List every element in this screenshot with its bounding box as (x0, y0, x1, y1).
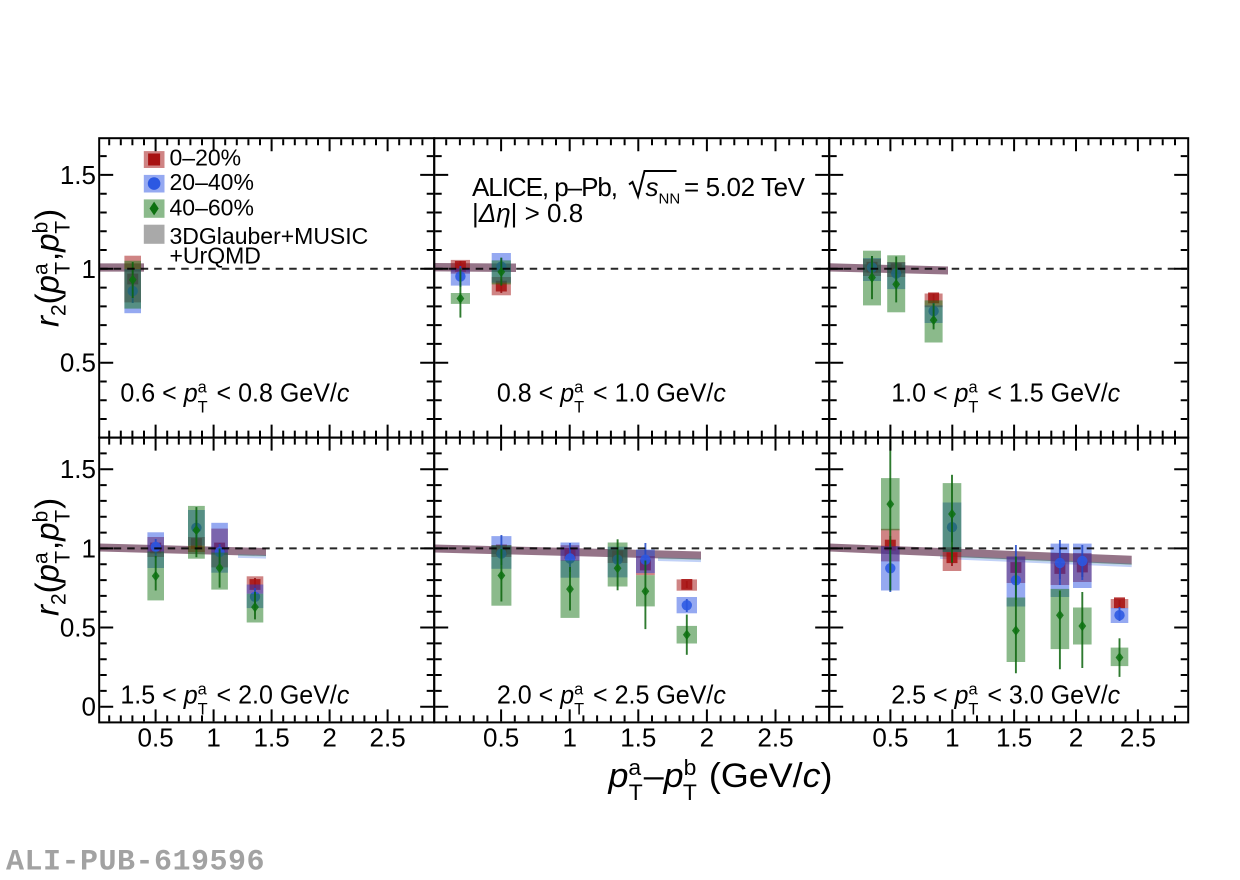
svg-text:r2(paT,pbT): r2(paT,pbT) (29, 498, 75, 616)
svg-text:1: 1 (82, 254, 96, 284)
svg-text:2: 2 (700, 723, 714, 753)
svg-text:+UrQMD: +UrQMD (170, 243, 261, 269)
svg-text:2.5: 2.5 (370, 723, 406, 753)
svg-text:2.5: 2.5 (1120, 723, 1156, 753)
svg-text:1.5: 1.5 (620, 723, 656, 753)
svg-text:paT–pbT (GeV/c): pa T–pb T (GeV/c) (607, 755, 832, 805)
svg-text:0: 0 (82, 692, 96, 722)
svg-text:1.5: 1.5 (254, 723, 290, 753)
svg-text:0.5: 0.5 (60, 348, 96, 378)
svg-text:2: 2 (322, 723, 336, 753)
svg-text:1: 1 (82, 533, 96, 563)
svg-text:1: 1 (206, 723, 220, 753)
svg-text:0.5: 0.5 (60, 613, 96, 643)
svg-text:|Δη| > 0.8: |Δη| > 0.8 (472, 198, 583, 228)
svg-text:1.5: 1.5 (996, 723, 1032, 753)
svg-text:s: s (646, 172, 659, 202)
svg-text:NN: NN (659, 191, 681, 208)
svg-text:ALI-PUB-619596: ALI-PUB-619596 (6, 846, 265, 876)
svg-text:1: 1 (562, 723, 576, 753)
svg-text:0.5: 0.5 (483, 723, 519, 753)
svg-text:2.5: 2.5 (757, 723, 793, 753)
svg-text:0.5: 0.5 (872, 723, 908, 753)
svg-text:= 5.02 TeV: = 5.02 TeV (684, 172, 806, 202)
svg-text:2: 2 (1069, 723, 1083, 753)
svg-text:0–20%: 0–20% (170, 144, 242, 170)
svg-text:r2(paT,pbT): r2(paT,pbT) (29, 209, 75, 327)
svg-text:1: 1 (945, 723, 959, 753)
svg-text:3DGlauber+MUSIC: 3DGlauber+MUSIC (170, 223, 369, 249)
svg-text:ALICE, p–Pb,: ALICE, p–Pb, (472, 172, 618, 202)
svg-text:1.5: 1.5 (60, 160, 96, 190)
svg-text:0.5: 0.5 (138, 723, 174, 753)
svg-text:20–40%: 20–40% (170, 169, 254, 195)
svg-text:1.5: 1.5 (60, 454, 96, 484)
svg-text:40–60%: 40–60% (170, 195, 254, 221)
